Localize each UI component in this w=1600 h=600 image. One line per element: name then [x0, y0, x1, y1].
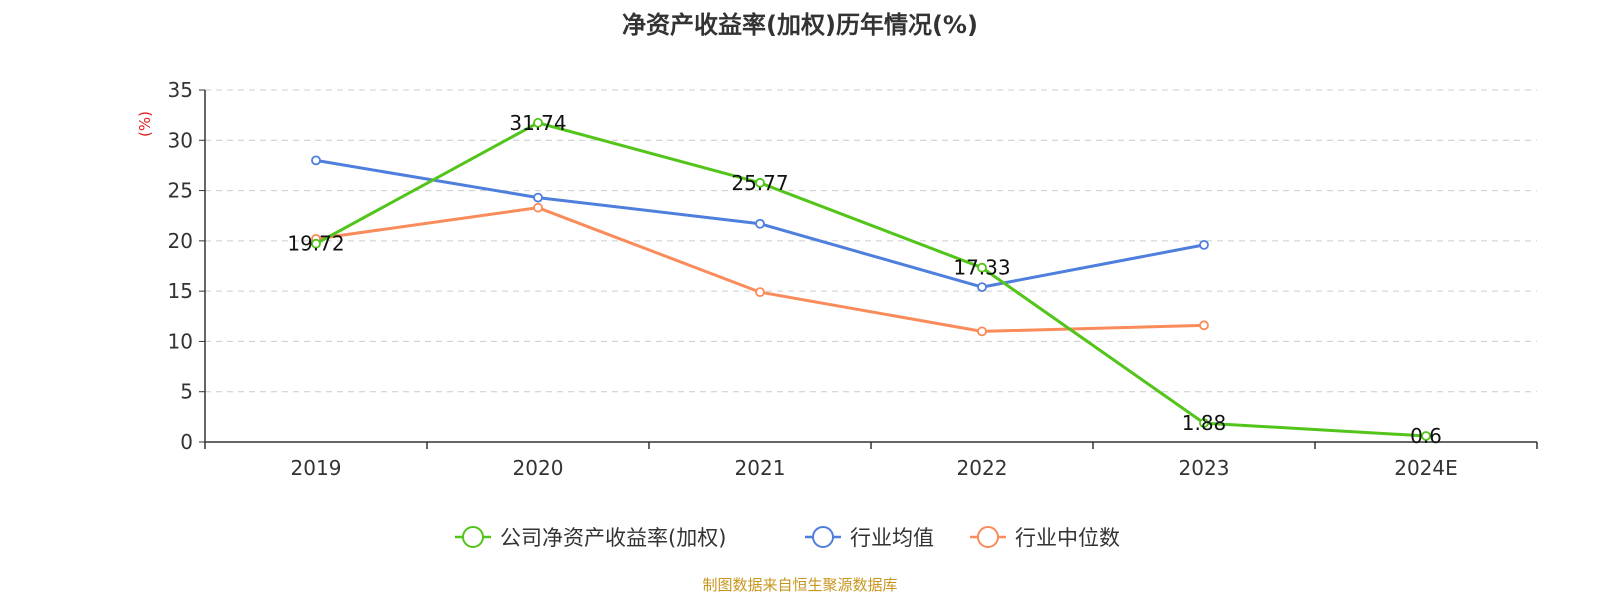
legend-marker: [462, 526, 484, 548]
data-point-0[interactable]: [977, 262, 987, 273]
legend-item-1[interactable]: 行业均值: [805, 526, 934, 550]
y-tick-label: 35: [168, 78, 193, 102]
y-tick-label: 15: [168, 279, 193, 303]
data-label: 31.74: [509, 111, 566, 135]
grid: [205, 89, 1537, 393]
data-label: 25.77: [731, 171, 788, 195]
data-point-2[interactable]: [977, 326, 987, 337]
legend-item-0[interactable]: 公司净资产收益率(加权): [455, 526, 726, 550]
axes: 0 5 10 15 20 25 30 35 2019 2020 2021 2022 2023 2024E: [168, 78, 1538, 480]
legend-marker: [977, 526, 999, 548]
legend-label: 行业中位数: [1015, 526, 1120, 550]
y-tick-label: 20: [168, 229, 193, 253]
data-point-0[interactable]: [533, 117, 543, 128]
data-point-1[interactable]: [533, 192, 543, 203]
y-tick-label: 0: [180, 430, 193, 454]
data-point-0[interactable]: [755, 177, 765, 188]
data-point-1[interactable]: [311, 155, 321, 166]
y-tick-label: 25: [168, 179, 193, 203]
x-tick-label: 2019: [291, 456, 342, 480]
legend-item-2[interactable]: 行业中位数: [970, 526, 1120, 550]
data-label: 0.6: [1410, 424, 1442, 448]
y-axis-label: (%): [136, 111, 154, 137]
x-tick-label: 2024E: [1394, 456, 1458, 480]
data-point-1[interactable]: [755, 218, 765, 229]
x-tick-label: 2022: [957, 456, 1008, 480]
data-point-2[interactable]: [755, 287, 765, 298]
data-point-0[interactable]: [1199, 418, 1209, 428]
data-label: 19.72: [287, 232, 344, 256]
data-labels: 19.72 31.74 25.77 17.33 1.88 0.6: [287, 111, 1442, 448]
legend-label: 行业均值: [850, 526, 934, 550]
x-tick-label: 2021: [735, 456, 786, 480]
data-point-1[interactable]: [977, 282, 987, 293]
data-point-0[interactable]: [1421, 431, 1431, 441]
x-tick-label: 2023: [1179, 456, 1230, 480]
legend-marker: [812, 526, 834, 548]
chart-title: 净资产收益率(加权)历年情况(%): [622, 11, 978, 39]
series-line-0: [315, 121, 1427, 438]
x-tick-label: 2020: [513, 456, 564, 480]
data-label: 17.33: [953, 256, 1010, 280]
y-tick-label: 5: [180, 380, 193, 404]
data-point-2[interactable]: [1199, 320, 1209, 331]
y-tick-label: 10: [168, 329, 193, 353]
data-point-1[interactable]: [1199, 239, 1209, 250]
data-point-2[interactable]: [533, 202, 543, 213]
legend-label: 公司净资产收益率(加权): [500, 526, 726, 550]
y-tick-label: 30: [168, 128, 193, 152]
data-label: 1.88: [1182, 411, 1227, 435]
data-source: 制图数据来自恒生聚源数据库: [702, 576, 897, 594]
data-point-0[interactable]: [311, 238, 321, 249]
series-group: [311, 117, 1431, 441]
legend[interactable]: 公司净资产收益率(加权) 行业均值 行业中位数: [455, 526, 1120, 550]
